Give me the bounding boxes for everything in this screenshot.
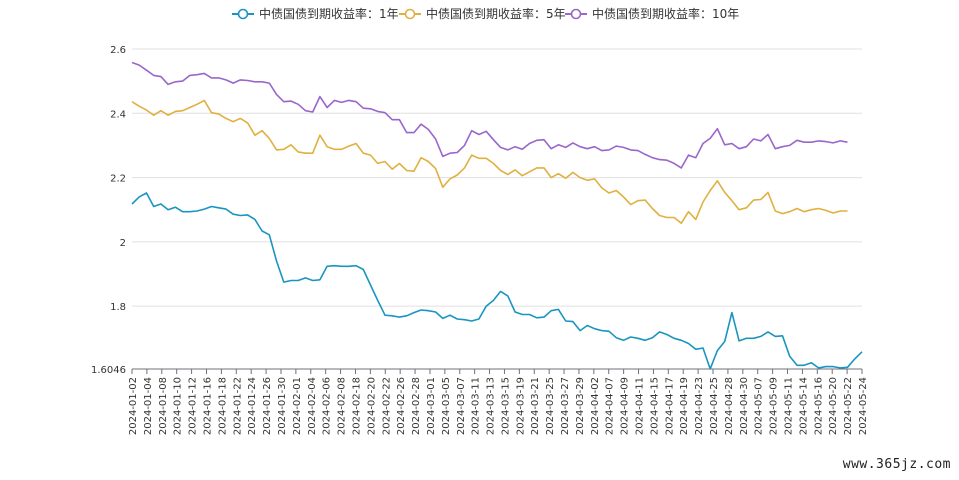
x-tick-label: 2024-05-24: [858, 377, 869, 435]
x-tick-label: 2024-03-29: [575, 377, 586, 435]
x-tick-label: 2024-01-16: [202, 377, 213, 435]
x-tick-label: 2024-04-15: [649, 377, 660, 435]
x-tick-label: 2024-04-02: [590, 377, 601, 435]
x-tick-label: 2024-02-20: [366, 377, 377, 435]
x-tick-label: 2024-03-07: [456, 377, 467, 435]
x-tick-label: 2024-04-23: [694, 377, 705, 435]
x-tick-label: 2024-01-18: [217, 377, 228, 435]
grid-lines: [132, 48, 862, 307]
x-tick-label: 2024-01-24: [247, 377, 258, 435]
x-tick-label: 2024-02-28: [411, 377, 422, 435]
y-axis: 2.6 2.4 2.2 2 1.8 1.6046: [91, 45, 126, 376]
x-tick-label: 2024-03-05: [441, 377, 452, 435]
x-tick-label: 2024-01-30: [277, 377, 288, 435]
x-tick-label: 2024-05-07: [754, 377, 765, 435]
x-tick-label: 2024-03-25: [545, 377, 556, 435]
x-tick-label: 2024-04-25: [709, 377, 720, 435]
x-tick-label: 2024-05-22: [843, 377, 854, 435]
x-tick-label: 2024-04-07: [605, 377, 616, 435]
legend-item-1[interactable]: 中债国债到期收益率：1年: [232, 6, 399, 21]
x-tick-label: 2024-01-12: [188, 377, 199, 435]
legend-marker: [237, 8, 249, 20]
x-tick-label: 2024-01-08: [158, 377, 169, 435]
x-tick-label: 2024-02-04: [307, 377, 318, 435]
x-tick-label: 2024-01-26: [262, 377, 273, 435]
x-tick-label: 2024-05-20: [828, 377, 839, 435]
legend: 中债国债到期收益率：1年 中债国债到期收益率：5年 中债国债到期收益率：10年: [232, 6, 739, 21]
x-tick-label: 2024-04-09: [620, 377, 631, 435]
x-tick-label: 2024-03-21: [530, 377, 541, 435]
x-tick-label: 2024-03-19: [515, 377, 526, 435]
legend-marker: [404, 8, 416, 20]
x-tick-label: 2024-03-15: [500, 377, 511, 435]
x-tick-label: 2024-04-19: [679, 377, 690, 435]
y-tick-label: 2: [120, 238, 126, 249]
x-tick-label: 2024-01-02: [128, 377, 139, 435]
x-tick-label: 2024-02-06: [322, 377, 333, 435]
x-tick-label: 2024-04-28: [724, 377, 735, 435]
x-tick-label: 2024-04-17: [664, 377, 675, 435]
legend-label: 中债国债到期收益率：5年: [426, 6, 566, 21]
x-tick-label: 2024-05-14: [798, 377, 809, 435]
legend-label: 中债国债到期收益率：10年: [592, 6, 739, 21]
x-tick-label: 2024-02-01: [292, 377, 303, 435]
x-tick-label: 2024-03-11: [471, 377, 482, 435]
legend-label: 中债国债到期收益率：1年: [259, 6, 399, 21]
x-tick-label: 2024-01-04: [143, 377, 154, 435]
legend-marker: [570, 8, 582, 20]
y-tick-label: 1.6046: [91, 365, 126, 376]
x-tick-label: 2024-05-16: [813, 377, 824, 435]
series-line-3: [131, 61, 848, 169]
x-tick-label: 2024-04-30: [739, 377, 750, 435]
x-tick-label: 2024-02-22: [381, 377, 392, 435]
series-group: [131, 61, 863, 370]
x-tick-label: 2024-01-22: [232, 377, 243, 435]
series-line-2: [131, 99, 848, 224]
y-tick-label: 2.2: [110, 174, 126, 185]
x-tick-label: 2024-03-27: [560, 377, 571, 435]
x-tick-label: 2024-04-11: [635, 377, 646, 435]
x-tick-label: 2024-01-10: [173, 377, 184, 435]
series-line-1: [131, 192, 863, 370]
legend-item-2[interactable]: 中债国债到期收益率：5年: [399, 6, 566, 21]
x-tick-label: 2024-03-13: [486, 377, 497, 435]
y-tick-label: 2.6: [110, 45, 126, 56]
x-tick-label: 2024-03-01: [426, 377, 437, 435]
x-tick-label: 2024-02-08: [337, 377, 348, 435]
x-tick-label: 2024-02-26: [396, 377, 407, 435]
watermark-text: www.365jz.com: [842, 457, 951, 472]
x-axis: 2024-01-02 2024-01-04 2024-01-08 2024-01-10…: [128, 368, 869, 435]
x-tick-label: 2024-05-11: [784, 377, 795, 435]
x-tick-label: 2024-02-18: [351, 377, 362, 435]
legend-item-3[interactable]: 中债国债到期收益率：10年: [565, 6, 739, 21]
y-tick-label: 2.4: [110, 109, 126, 120]
x-tick-label: 2024-05-09: [769, 377, 780, 435]
y-tick-label: 1.8: [110, 302, 126, 313]
